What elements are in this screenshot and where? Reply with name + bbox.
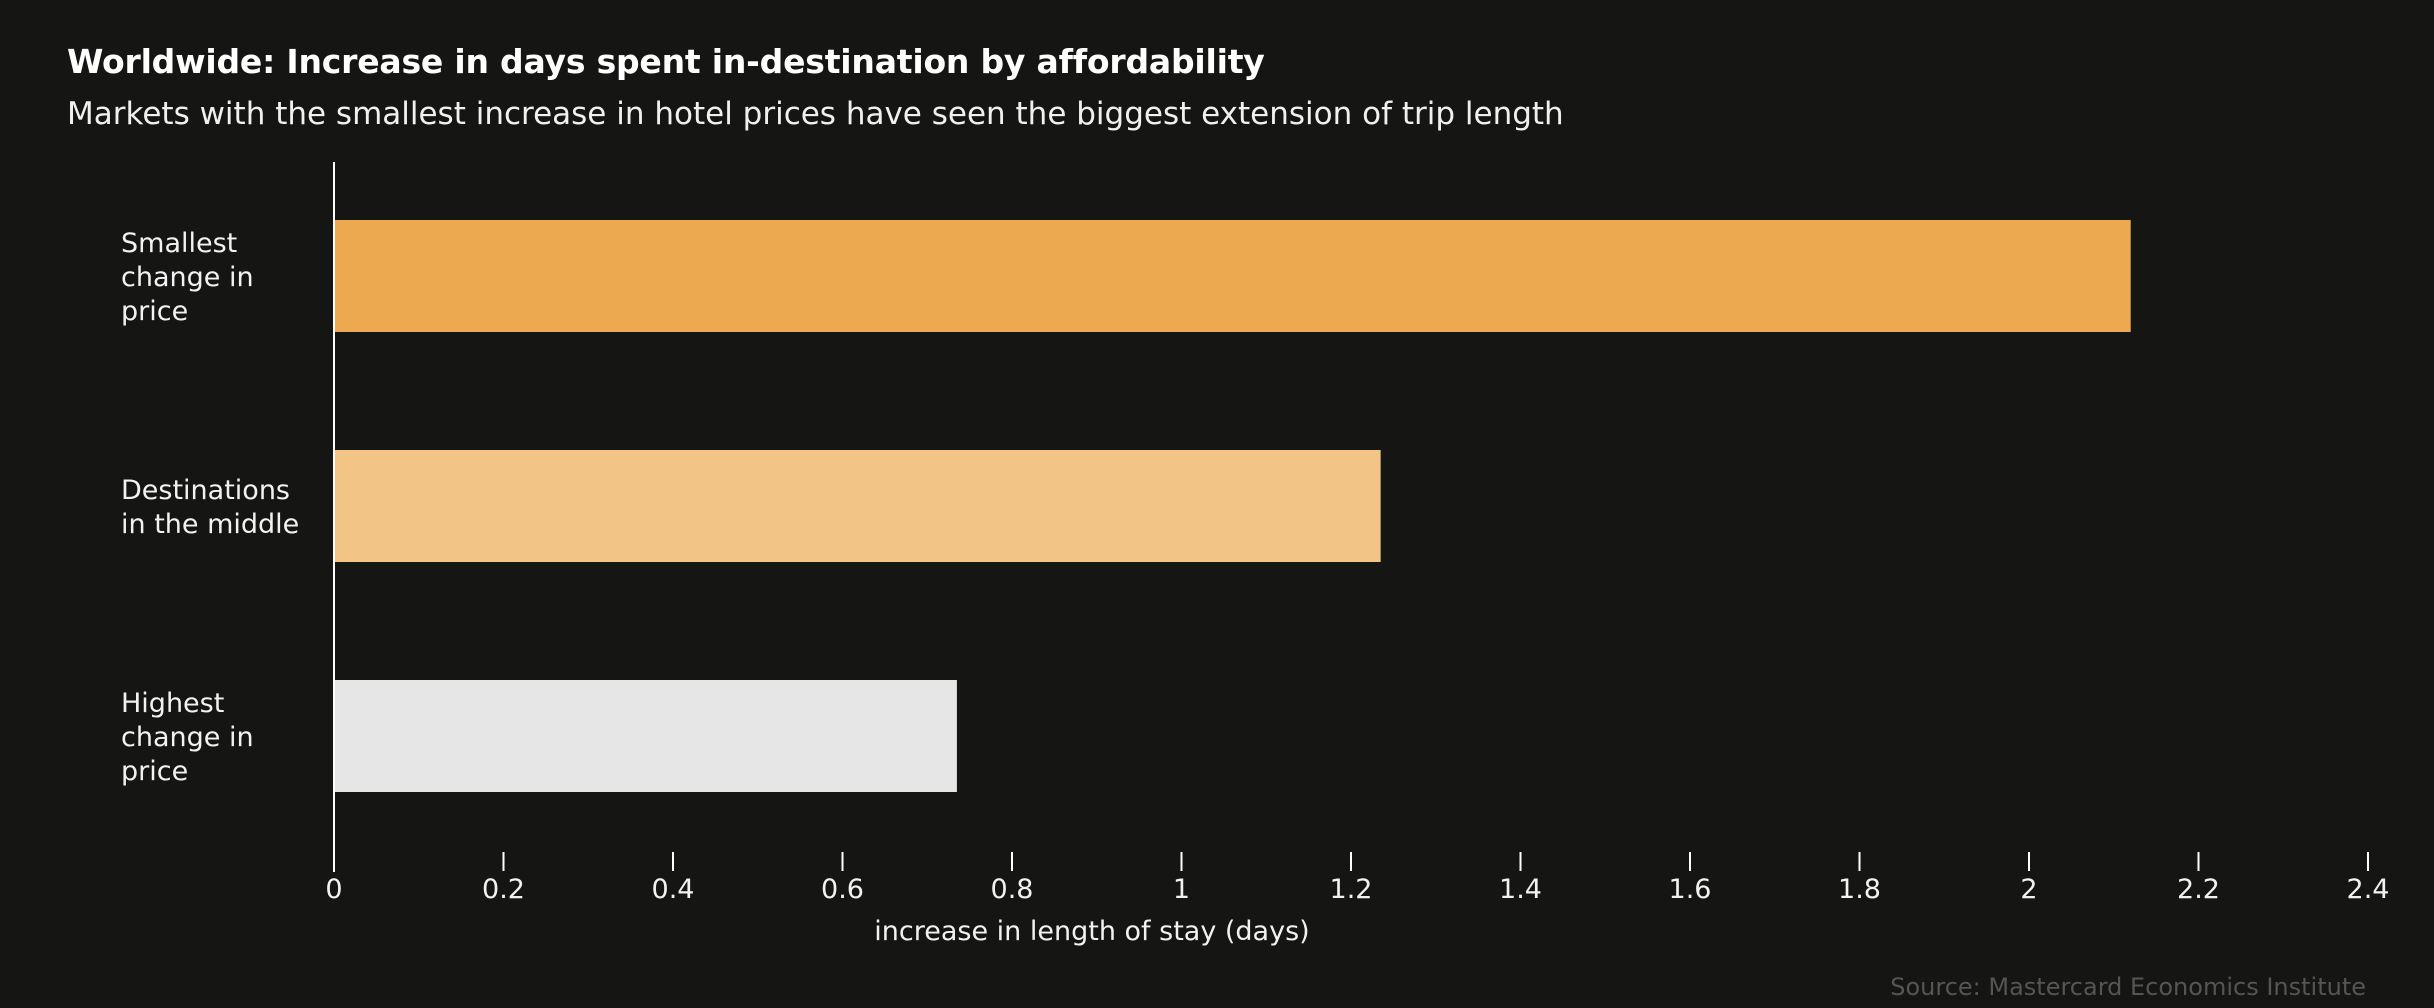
x-tick-label: 1.2 <box>1330 874 1373 905</box>
bar-2 <box>334 680 957 792</box>
bar-1 <box>334 450 1381 562</box>
category-label-2: Highest change in price <box>121 688 254 787</box>
bar-0 <box>334 220 2131 332</box>
x-tick-label: 2.4 <box>2347 874 2390 905</box>
x-tick-label: 0.4 <box>652 874 695 905</box>
chart-title: Worldwide: Increase in days spent in-des… <box>67 42 1265 81</box>
x-tick-label: 1.8 <box>1838 874 1881 905</box>
chart-subtitle: Markets with the smallest increase in ho… <box>67 96 1564 132</box>
x-tick-label: 1 <box>1173 874 1190 905</box>
x-axis-ticks: 0 0.2 0.4 0.6 0.8 1 1.2 1.4 1.6 1.8 2 2.2 2.4 <box>325 852 2389 905</box>
category-label-line: change in <box>121 722 254 753</box>
source-note: Source: Mastercard Economics Institute <box>1890 973 2366 1001</box>
x-tick-label: 0.8 <box>991 874 1034 905</box>
x-tick-label: 0 <box>325 874 342 905</box>
category-label-line: price <box>121 756 188 787</box>
category-label-1: Destinations in the middle <box>121 475 299 540</box>
x-tick-label: 0.6 <box>821 874 864 905</box>
category-label-line: change in <box>121 262 254 293</box>
x-tick-label: 0.2 <box>482 874 525 905</box>
bars-layer <box>334 220 2131 792</box>
x-tick-label: 1.4 <box>1499 874 1542 905</box>
category-label-line: Smallest <box>121 228 237 259</box>
category-label-line: in the middle <box>121 509 299 540</box>
category-label-line: Highest <box>121 688 224 719</box>
category-label-line: Destinations <box>121 475 290 506</box>
x-tick-label: 1.6 <box>1669 874 1712 905</box>
x-tick-label: 2 <box>2020 874 2037 905</box>
category-label-0: Smallest change in price <box>121 228 254 327</box>
x-tick-label: 2.2 <box>2177 874 2220 905</box>
category-label-line: price <box>121 296 188 327</box>
x-axis-title: increase in length of stay (days) <box>874 916 1309 947</box>
